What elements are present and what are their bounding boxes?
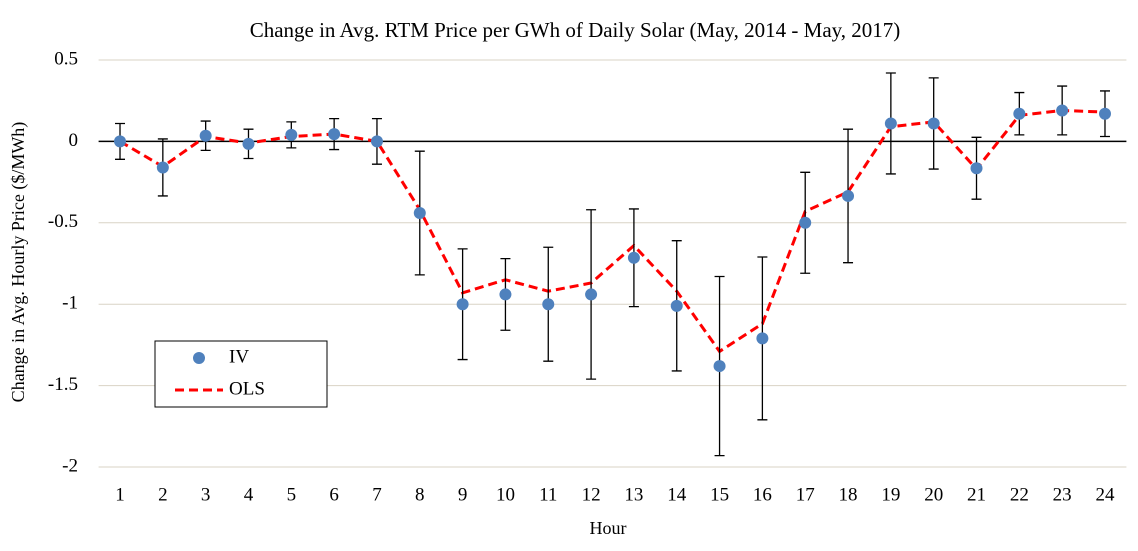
x-tick-label: 23 [1053, 484, 1072, 505]
iv-point [670, 299, 683, 312]
x-tick-label: 17 [796, 484, 815, 505]
legend-label: OLS [229, 378, 265, 399]
chart-title: Change in Avg. RTM Price per GWh of Dail… [250, 18, 901, 42]
x-axis-label: Hour [590, 518, 627, 538]
x-tick-label: 8 [415, 484, 425, 505]
x-tick-label: 6 [329, 484, 339, 505]
x-tick-label: 1 [115, 484, 125, 505]
x-tick-label: 24 [1095, 484, 1115, 505]
iv-point [799, 216, 812, 229]
x-tick-label: 15 [710, 484, 729, 505]
iv-point [1056, 104, 1069, 117]
x-tick-label: 13 [624, 484, 643, 505]
x-tick-label: 3 [201, 484, 211, 505]
x-tick-label: 12 [582, 484, 601, 505]
iv-point [585, 288, 598, 301]
iv-point [114, 135, 127, 148]
iv-point [413, 207, 426, 220]
x-tick-label: 7 [372, 484, 382, 505]
y-tick-label: -1.5 [48, 374, 78, 395]
x-tick-label: 22 [1010, 484, 1029, 505]
iv-point [156, 161, 169, 174]
iv-point [713, 360, 726, 373]
iv-point [1098, 107, 1111, 120]
iv-point [542, 298, 555, 311]
iv-point [456, 298, 469, 311]
iv-point [499, 288, 512, 301]
x-tick-label: 2 [158, 484, 168, 505]
y-tick-label: 0.5 [54, 48, 78, 69]
iv-point [199, 129, 212, 142]
iv-point [927, 117, 940, 130]
x-tick-label: 16 [753, 484, 772, 505]
iv-point [370, 135, 383, 148]
x-tick-label: 11 [539, 484, 557, 505]
iv-point [884, 117, 897, 130]
y-tick-label: -0.5 [48, 211, 78, 232]
x-tick-label: 4 [244, 484, 254, 505]
iv-point [756, 332, 769, 345]
legend-marker [193, 352, 205, 364]
x-tick-label: 20 [924, 484, 943, 505]
y-tick-label: -1 [62, 293, 78, 314]
x-tick-label: 21 [967, 484, 986, 505]
y-tick-label: -2 [62, 455, 78, 476]
legend-label: IV [229, 346, 249, 367]
iv-point [328, 128, 341, 141]
legend: IV OLS [154, 340, 328, 408]
x-tick-label: 5 [287, 484, 297, 505]
x-tick-label: 19 [881, 484, 900, 505]
x-tick-label: 9 [458, 484, 468, 505]
iv-point [970, 162, 983, 175]
iv-point [627, 251, 640, 264]
y-tick-label: 0 [69, 130, 79, 151]
ols-line [119, 108, 1106, 354]
legend-box [154, 340, 328, 408]
x-tick-label: 10 [496, 484, 515, 505]
x-tick-label: 14 [667, 484, 687, 505]
iv-point [842, 189, 855, 202]
iv-point [285, 128, 298, 141]
iv-point [1013, 107, 1026, 120]
y-axis-label: Change in Avg. Hourly Price ($/MWh) [8, 122, 29, 403]
iv-point [242, 137, 255, 150]
x-tick-label: 18 [839, 484, 858, 505]
